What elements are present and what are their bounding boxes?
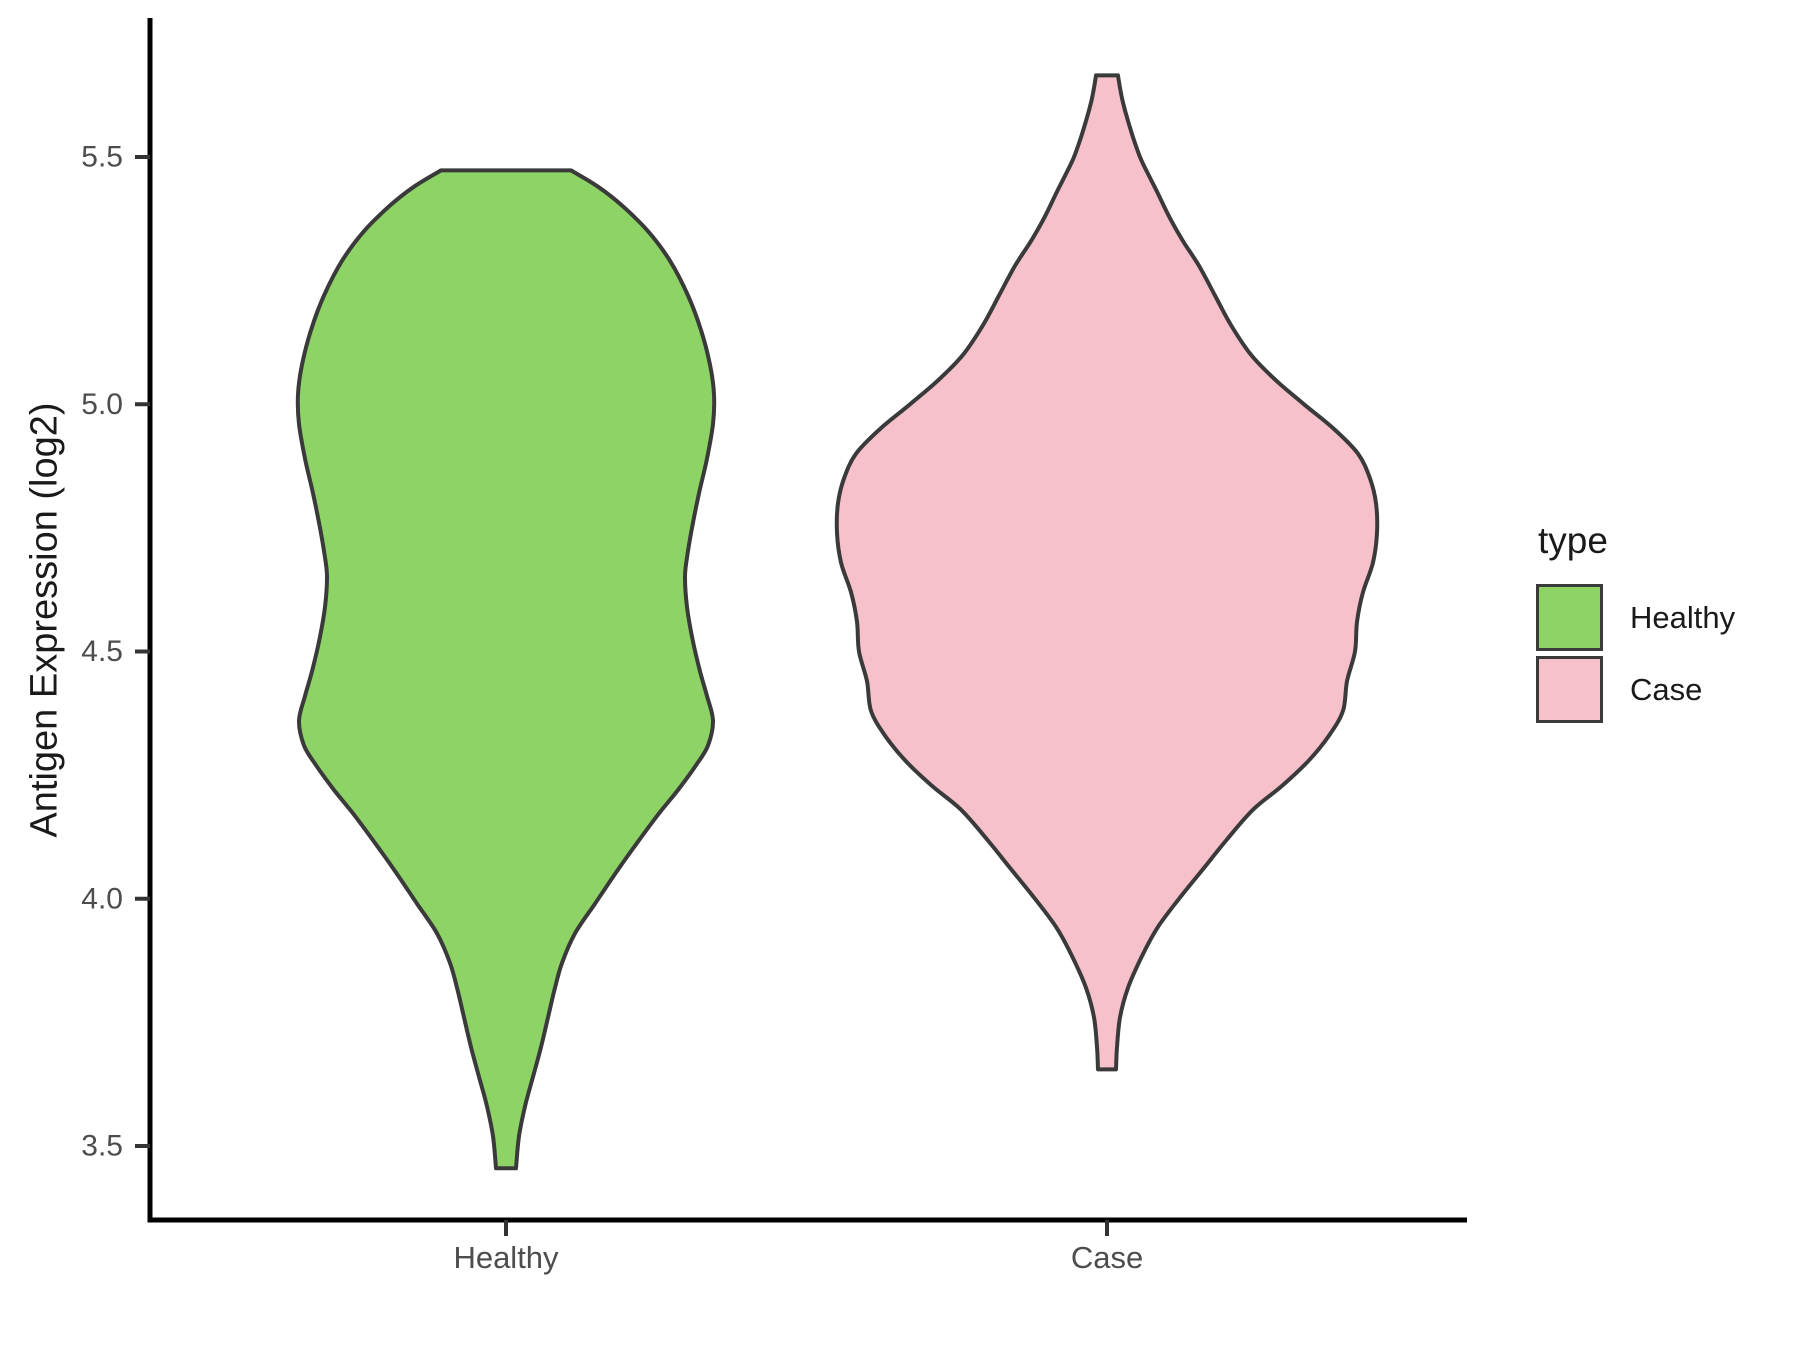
legend-title: type xyxy=(1538,520,1608,561)
y-axis-title: Antigen Expression (log2) xyxy=(23,402,66,838)
legend-label-case: Case xyxy=(1630,671,1703,707)
legend-key-case-swatch xyxy=(1536,656,1603,723)
y-tick-label: 3.5 xyxy=(81,1130,123,1163)
violin-case xyxy=(834,73,1380,1072)
legend-item-healthy: Healthy xyxy=(1536,584,1735,651)
y-tick-label: 4.0 xyxy=(81,882,123,915)
x-tick-label: Case xyxy=(1071,1240,1143,1275)
legend-key-healthy-swatch xyxy=(1536,584,1603,651)
y-tick-label: 5.0 xyxy=(81,388,123,421)
violin-healthy xyxy=(295,168,717,1171)
y-tick-label: 4.5 xyxy=(81,635,123,668)
legend: type Healthy Case xyxy=(1536,520,1735,728)
x-tick-label: Healthy xyxy=(453,1240,559,1275)
y-tick-label: 5.5 xyxy=(81,141,123,174)
legend-label-healthy: Healthy xyxy=(1630,599,1736,635)
legend-item-case: Case xyxy=(1536,656,1735,723)
